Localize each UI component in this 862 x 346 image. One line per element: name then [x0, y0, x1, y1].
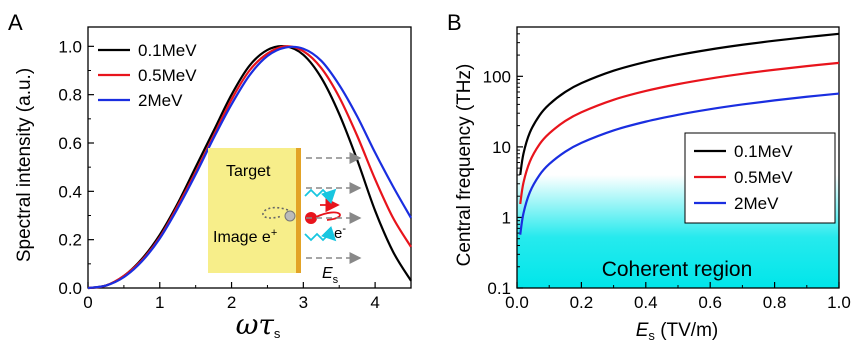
y-tick-label-a: 0.2 — [58, 231, 82, 250]
legend-label-a: 0.1MeV — [138, 41, 197, 60]
x-tick-label-b: 0.8 — [763, 293, 787, 312]
electron-trajectory — [315, 211, 341, 221]
x-tick-label-b: 0.2 — [570, 293, 594, 312]
x-tick-label-a: 0 — [83, 293, 92, 312]
x-tick-label-a: 4 — [370, 293, 379, 312]
electron-label: e- — [334, 223, 346, 242]
x-tick-label-b: 0.6 — [698, 293, 722, 312]
y-tick-label-a: 0.0 — [58, 279, 82, 298]
panel-b-x-rest: (TV/m) — [655, 320, 718, 341]
panel-a-legend: 0.1MeV 0.5MeV 2MeV — [98, 41, 197, 110]
electron-sup: - — [342, 223, 346, 235]
image-charge-label: Image e+ — [213, 227, 277, 246]
y-tick-label-b: 10 — [492, 138, 511, 157]
panel-b: B 0.0 0.2 0.4 0.6 0.8 1.0 0.1 1 10 100 0.1MeV 0.5M… — [447, 10, 851, 343]
legend-label-b: 2MeV — [734, 194, 779, 213]
target-edge — [296, 148, 301, 273]
y-tick-label-b: 0.1 — [487, 279, 511, 298]
series-line-b — [519, 92, 840, 235]
field-sub: s — [333, 274, 339, 286]
legend-label-b: 0.5MeV — [734, 168, 793, 187]
legend-label-a: 2MeV — [138, 91, 183, 110]
series-line-a — [87, 45, 412, 290]
panel-label-a: A — [8, 10, 23, 35]
y-tick-label-a: 1.0 — [58, 37, 82, 56]
x-tick-label-a: 2 — [227, 293, 236, 312]
x-tick-label-a: 3 — [299, 293, 308, 312]
y-tick-label-a: 0.8 — [58, 86, 82, 105]
panel-a-y-axis-label: Spectral intensity (a.u.) — [14, 68, 35, 262]
panel-b-x-axis-label: Es (TV/m) — [636, 320, 719, 343]
y-tick-label-b: 1 — [502, 208, 511, 227]
field-text: E — [322, 265, 333, 282]
panel-b-x-main: E — [636, 320, 649, 341]
field-arrows — [306, 152, 362, 264]
panel-a-x-sub: s — [274, 326, 281, 341]
image-charge-sup: + — [271, 227, 277, 239]
panel-a-x-main: ωτ — [236, 308, 275, 341]
inset-diagram: Target Image e+ e- Es — [208, 148, 362, 286]
coherent-region-label: Coherent region — [602, 258, 753, 281]
series-line-b — [519, 61, 840, 205]
image-path-dotted — [262, 206, 289, 219]
electron-text: e — [334, 225, 342, 242]
y-tick-label-a: 0.6 — [58, 134, 82, 153]
x-tick-label-a: 1 — [155, 293, 164, 312]
panel-a-frame — [87, 26, 412, 289]
panel-a: A 0 1 2 3 4 0.0 0.2 0.4 0.6 0.8 1.0 Target Image e… — [8, 10, 412, 341]
legend-label-b: 0.1MeV — [734, 142, 793, 161]
x-tick-label-b: 0.4 — [634, 293, 658, 312]
radiation-wave-down — [304, 225, 337, 242]
legend-label-a: 0.5MeV — [138, 66, 197, 85]
image-charge-text: Image e — [213, 229, 271, 246]
target-block — [208, 148, 298, 273]
panel-b-x-sub: s — [648, 328, 655, 343]
panel-b-legend: 0.1MeV 0.5MeV 2MeV — [684, 132, 836, 224]
panel-b-plot-area: 0.0 0.2 0.4 0.6 0.8 1.0 0.1 1 10 100 — [483, 26, 851, 312]
radiation-wave-up — [304, 188, 337, 205]
target-label: Target — [226, 163, 271, 180]
panel-label-b: B — [447, 10, 462, 35]
y-tick-label-b: 100 — [483, 67, 511, 86]
series-line-b — [519, 32, 840, 176]
panel-a-x-axis-label: ωτs — [236, 308, 281, 341]
field-label: Es — [322, 265, 339, 286]
image-charge-icon — [284, 210, 296, 222]
panel-b-y-axis-label: Central frequency (THz) — [454, 64, 475, 267]
x-tick-label-b: 0.0 — [505, 293, 529, 312]
y-tick-label-a: 0.4 — [58, 182, 82, 201]
x-tick-label-b: 1.0 — [827, 293, 851, 312]
